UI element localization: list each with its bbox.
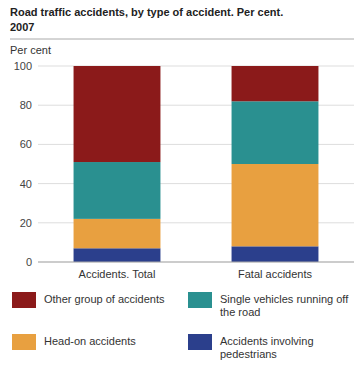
- legend-label: Other group of accidents: [44, 293, 165, 305]
- bar-segment: [74, 162, 161, 219]
- legend: Other group of accidents Single vehicles …: [12, 292, 349, 360]
- title: Road traffic accidents, by type of accid…: [10, 6, 283, 18]
- separator: [10, 39, 354, 40]
- y-tick-label: 0: [26, 256, 32, 268]
- legend-swatch: [12, 334, 36, 350]
- y-tick-label: 80: [20, 99, 32, 111]
- bars: [74, 66, 319, 262]
- chart-container: Road traffic accidents, by type of accid…: [0, 0, 364, 390]
- bar-segment: [74, 66, 161, 162]
- bar-segment: [232, 246, 319, 262]
- subtitle: 2007: [10, 21, 34, 33]
- x-tick-label: Fatal accidents: [238, 268, 312, 280]
- y-tick-label: 60: [20, 138, 32, 150]
- y-tick-label: 20: [20, 217, 32, 229]
- legend-swatch: [12, 292, 36, 308]
- legend-label: Accidents involvingpedestrians: [220, 335, 314, 360]
- x-tick-label: Accidents. Total: [79, 268, 156, 280]
- legend-label: Head-on accidents: [44, 335, 136, 347]
- bar-segment: [232, 164, 319, 246]
- y-axis: 0 20 40 60 80 100: [14, 60, 354, 268]
- y-tick-label: 100: [14, 60, 32, 72]
- chart: Road traffic accidents, by type of accid…: [0, 0, 364, 390]
- y-axis-label: Per cent: [10, 44, 51, 56]
- x-axis-line: [38, 262, 354, 263]
- y-tick-label: 40: [20, 178, 32, 190]
- bar-segment: [74, 248, 161, 262]
- bar-segment: [232, 101, 319, 164]
- x-axis: Accidents. Total Fatal accidents: [79, 268, 313, 280]
- legend-swatch: [188, 292, 212, 308]
- bar-segment: [74, 219, 161, 248]
- legend-label: Single vehicles running offthe road: [220, 293, 349, 318]
- legend-swatch: [188, 334, 212, 350]
- grid-line: [38, 262, 354, 263]
- bar-segment: [232, 66, 319, 101]
